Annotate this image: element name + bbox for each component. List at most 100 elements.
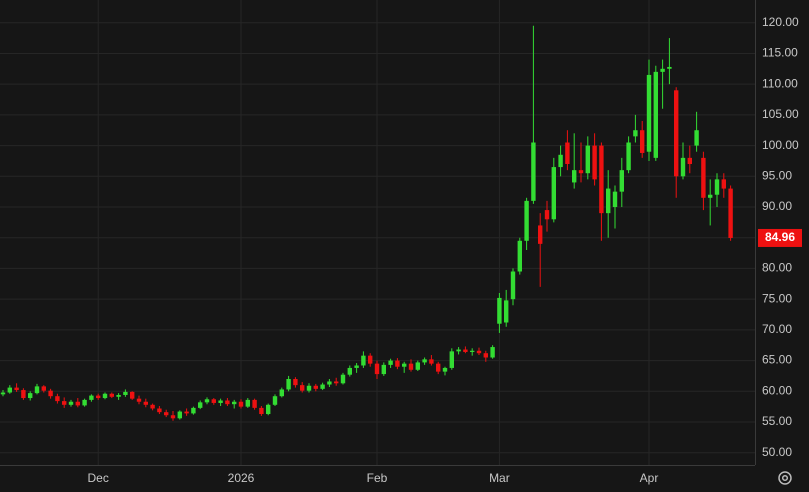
candle-body	[259, 407, 264, 415]
candle-body	[41, 386, 46, 391]
candle-body	[306, 385, 312, 391]
candle-body	[578, 170, 584, 174]
candle-body	[218, 400, 223, 403]
candle-body	[334, 381, 339, 384]
x-tick-label: Apr	[640, 471, 659, 485]
y-tick-label: 50.00	[762, 445, 792, 459]
candle-body	[653, 71, 658, 158]
y-tick-label: 55.00	[762, 414, 792, 428]
candle-body	[708, 194, 713, 198]
candle-body	[55, 396, 60, 402]
candle-body	[136, 398, 142, 402]
candle-body	[524, 200, 529, 241]
gear-outer[interactable]	[778, 471, 792, 485]
candle-body	[300, 385, 305, 391]
candle-body	[436, 363, 441, 372]
candle-body	[470, 350, 475, 352]
candles	[0, 25, 733, 421]
last-price-label: 84.96	[765, 230, 795, 244]
gear-inner[interactable]	[781, 474, 789, 482]
candle-body	[102, 393, 108, 399]
candle-body	[347, 367, 352, 375]
candle-body	[48, 390, 53, 397]
candle-body	[626, 142, 631, 171]
candle-body	[510, 271, 516, 300]
candle-body	[143, 401, 148, 405]
y-tick-label: 95.00	[762, 168, 792, 182]
candle-body	[592, 145, 597, 180]
candle-body	[245, 399, 250, 407]
candle-body	[0, 392, 6, 395]
candle-body	[714, 179, 720, 195]
x-tick-label: Mar	[489, 471, 510, 485]
candle-body	[198, 402, 203, 408]
candle-body	[463, 349, 468, 352]
x-tick-label: Feb	[367, 471, 388, 485]
candle-body	[123, 391, 128, 395]
candle-body	[680, 157, 686, 177]
candle-body	[89, 395, 94, 400]
candle-body	[476, 350, 482, 354]
candle-body	[551, 167, 556, 220]
candle-body	[266, 404, 271, 415]
candle-body	[565, 142, 570, 165]
candle-body	[116, 394, 121, 397]
candle-body	[694, 130, 699, 146]
candle-body	[728, 188, 733, 238]
candle-body	[429, 359, 434, 364]
candle-body	[109, 393, 114, 397]
candle-body	[130, 391, 135, 399]
y-tick-label: 60.00	[762, 383, 792, 397]
candle-body	[14, 387, 19, 391]
candle-body	[313, 385, 318, 389]
candle-body	[150, 404, 155, 409]
candle-body	[368, 355, 373, 364]
candle-body	[232, 401, 237, 405]
candle-body	[504, 300, 509, 323]
candle-body	[34, 386, 40, 394]
candle-body	[75, 401, 80, 406]
candle-body	[225, 400, 230, 405]
y-tick-label: 100.00	[762, 138, 799, 152]
settings-icon[interactable]	[778, 471, 792, 485]
y-tick-label: 105.00	[762, 107, 799, 121]
candle-body	[701, 157, 706, 198]
candle-body	[619, 170, 624, 192]
candle-body	[21, 390, 26, 399]
y-tick-label: 70.00	[762, 322, 792, 336]
candle-body	[633, 130, 638, 137]
candle-body	[211, 399, 216, 403]
y-tick-label: 80.00	[762, 261, 792, 275]
candle-body	[252, 399, 257, 408]
candle-body	[157, 408, 162, 413]
candle-body	[646, 74, 652, 152]
candle-body	[68, 401, 74, 405]
candle-body	[170, 415, 176, 419]
candle-body	[640, 130, 645, 153]
candle-body	[687, 157, 692, 165]
candle-body	[660, 68, 665, 72]
candle-body	[340, 374, 346, 384]
grid	[0, 0, 755, 465]
candle-body	[544, 210, 550, 220]
candle-body	[531, 142, 536, 201]
candle-body	[293, 379, 298, 386]
candle-body	[667, 66, 672, 69]
labels: 50.0055.0060.0065.0070.0075.0080.0085.00…	[88, 15, 802, 485]
candle-body	[442, 367, 448, 372]
candle-body	[606, 188, 611, 214]
candle-body	[585, 145, 590, 174]
y-tick-label: 75.00	[762, 291, 792, 305]
candle-body	[204, 399, 210, 403]
candle-body	[497, 297, 502, 324]
candle-body	[395, 360, 400, 367]
candle-body	[361, 355, 366, 366]
candle-body	[354, 365, 359, 368]
candle-body	[612, 191, 618, 208]
candle-body	[538, 225, 543, 244]
candle-body	[279, 389, 284, 397]
candle-body	[558, 154, 563, 168]
y-tick-label: 90.00	[762, 199, 792, 213]
